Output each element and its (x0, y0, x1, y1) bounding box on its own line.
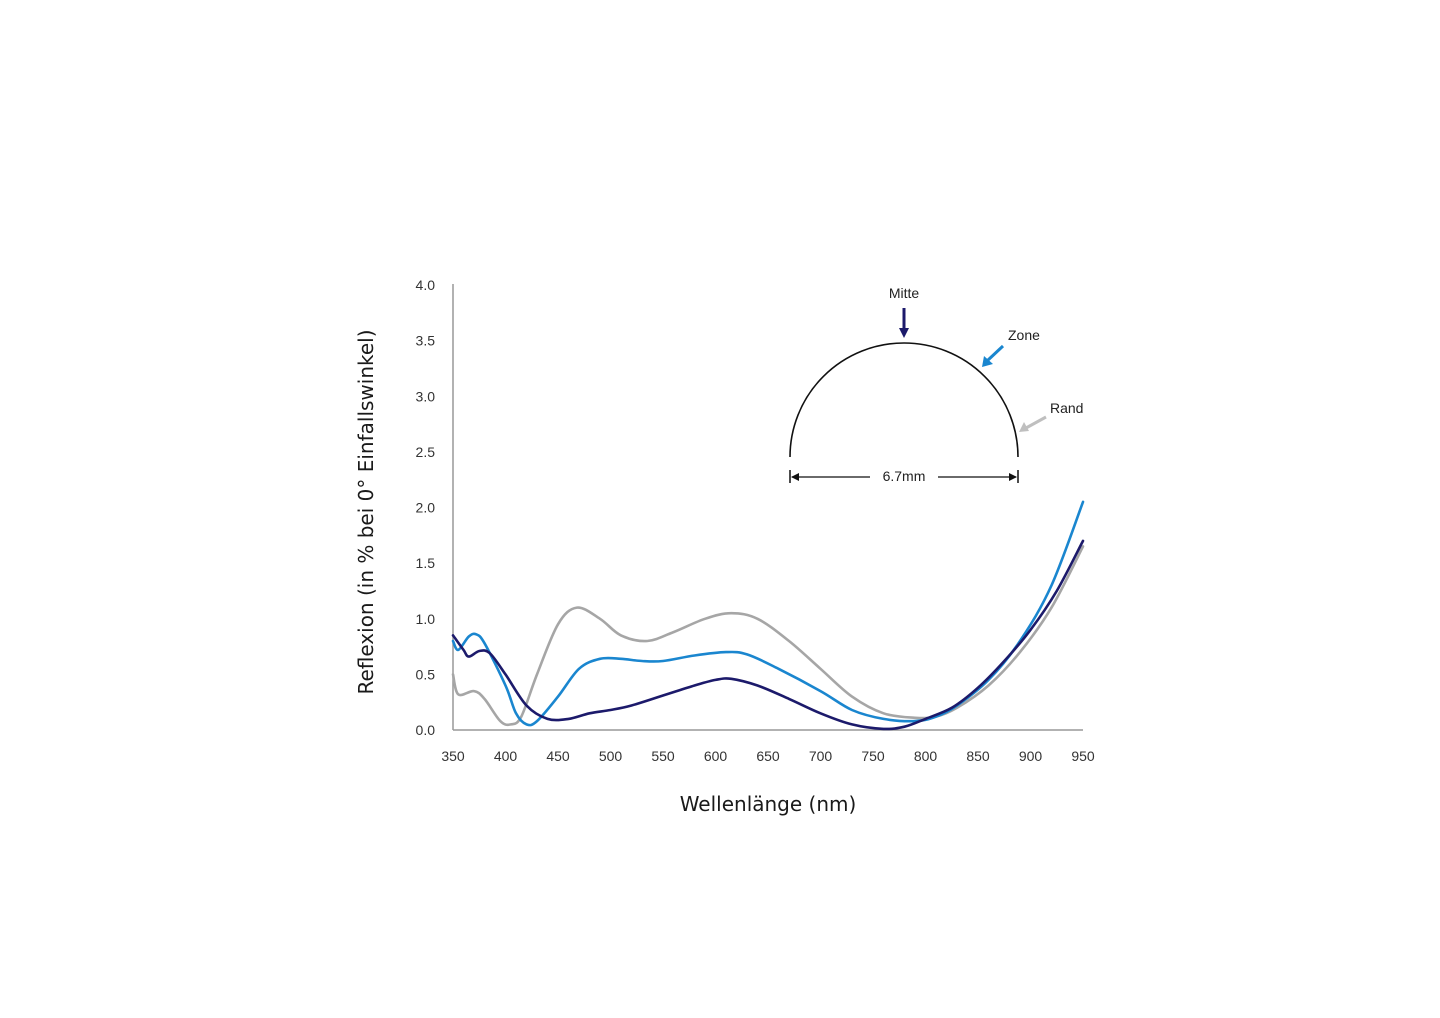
lens-inset-diagram: Mitte Zone Rand 6.7mm (789, 285, 1083, 484)
x-tick-label: 450 (546, 748, 570, 764)
y-axis-title: Reflexion (in % bei 0° Einfallswinkel) (354, 329, 378, 694)
dimension-line: 6.7mm (789, 468, 1019, 484)
x-axis-title: Wellenlänge (nm) (680, 792, 857, 816)
series-line-zone (451, 500, 1085, 727)
mitte-arrow-icon (899, 308, 909, 338)
rand-arrow-icon (1019, 415, 1047, 432)
zone-label: Zone (1008, 327, 1040, 343)
y-tick-label: 0.5 (416, 666, 436, 682)
y-axis-ticks: 0.0 0.5 1.0 1.5 2.0 2.5 3.0 3.5 4.0 (416, 277, 436, 738)
series-line-rand (451, 545, 1085, 727)
y-tick-label: 4.0 (416, 277, 436, 293)
x-tick-label: 500 (599, 748, 623, 764)
y-tick-label: 1.0 (416, 611, 436, 627)
x-tick-label: 950 (1071, 748, 1095, 764)
series-line-mitte (451, 539, 1085, 731)
mitte-label: Mitte (889, 285, 920, 301)
x-tick-label: 750 (861, 748, 885, 764)
x-tick-label: 850 (966, 748, 990, 764)
x-tick-label: 400 (494, 748, 518, 764)
dimension-label: 6.7mm (883, 468, 926, 484)
x-tick-label: 700 (809, 748, 833, 764)
x-axis-ticks: 350 400 450 500 550 600 650 700 750 800 850 900 950 (441, 748, 1095, 764)
x-tick-label: 550 (651, 748, 675, 764)
x-tick-label: 800 (914, 748, 938, 764)
rand-label: Rand (1050, 400, 1083, 416)
zone-arrow-icon (982, 344, 1005, 367)
y-tick-label: 2.0 (416, 500, 436, 516)
y-tick-label: 3.0 (416, 388, 436, 404)
x-tick-label: 650 (756, 748, 780, 764)
y-tick-label: 3.5 (416, 333, 436, 349)
x-tick-label: 900 (1019, 748, 1043, 764)
y-tick-label: 0.0 (416, 722, 436, 738)
x-tick-label: 350 (441, 748, 465, 764)
x-tick-label: 600 (704, 748, 728, 764)
lens-arc (789, 342, 1019, 458)
y-tick-label: 1.5 (416, 555, 436, 571)
series-lines (451, 500, 1085, 731)
y-tick-label: 2.5 (416, 444, 436, 460)
